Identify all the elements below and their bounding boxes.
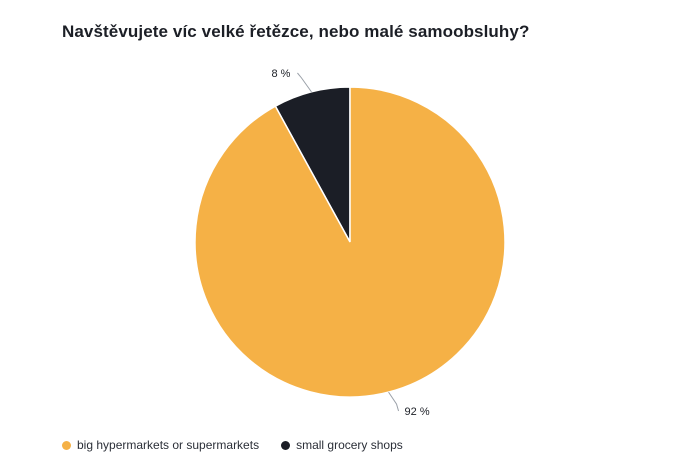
chart-title: Navštěvujete víc velké řetězce, nebo mal… [62,22,530,41]
leader-lines [297,72,400,412]
legend-item-big-hypermarkets[interactable]: big hypermarkets or supermarkets [62,438,259,452]
leader-line-small-grocery [297,72,312,93]
legend-label-big-hypermarkets: big hypermarkets or supermarkets [77,438,260,452]
data-label-big-hypermarkets: 92 % [405,406,430,418]
legend: big hypermarkets or supermarkets small g… [62,438,403,452]
legend-marker-small-grocery [281,440,291,450]
data-labels: 8 % 92 % [271,68,429,418]
legend-item-small-grocery[interactable]: small grocery shops [281,438,403,452]
pie-slice-big-hypermarkets[interactable] [194,86,506,398]
data-label-small-grocery: 8 % [271,68,290,80]
leader-line-big-hypermarkets [388,391,400,412]
pie-slices [194,86,506,398]
legend-marker-big-hypermarkets [62,440,71,450]
legend-label-small-grocery: small grocery shops [296,438,403,452]
